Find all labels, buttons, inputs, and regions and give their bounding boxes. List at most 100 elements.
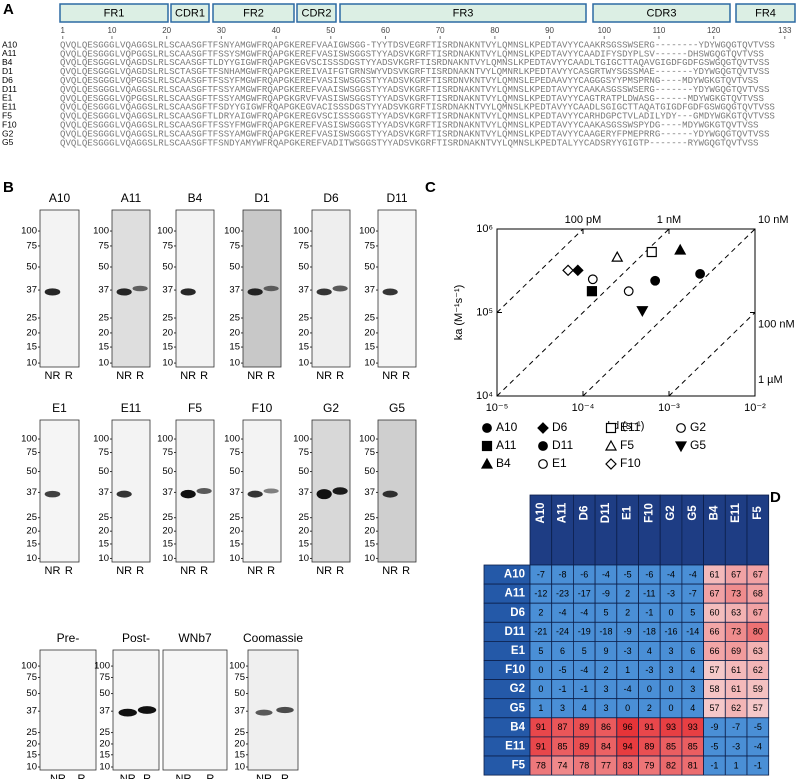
cell-value: 67 [709, 589, 719, 599]
legend-marker [674, 441, 688, 453]
row-label: G2 [510, 683, 525, 695]
cell-value: 86 [601, 722, 611, 732]
lane-label: R [336, 370, 344, 382]
cell-value: -3 [732, 741, 740, 751]
sequence-name: F5 [2, 110, 12, 120]
cell-value: -5 [710, 741, 718, 751]
column-label: F10 [643, 503, 655, 523]
marker-label: 100 [94, 661, 110, 672]
legend-label: E1 [552, 456, 567, 470]
marker-label: 10 [162, 553, 173, 564]
blot-label: Coomassie [243, 631, 303, 645]
lane-label: R [136, 370, 144, 382]
cell-value: 67 [753, 569, 763, 579]
marker-label: 37 [364, 487, 375, 498]
cell-value: 96 [623, 722, 633, 732]
legend-marker [538, 459, 548, 469]
ruler-number: 10 [108, 26, 117, 35]
cell-value: 3 [603, 684, 608, 694]
cell-value: 63 [731, 608, 741, 618]
cell-value: 78 [536, 760, 546, 770]
band [263, 285, 279, 292]
blot [39, 209, 80, 368]
marker-label: 75 [298, 447, 309, 458]
marker-label: 25 [364, 512, 375, 523]
marker-label: 50 [98, 262, 109, 273]
legend-label: F5 [620, 438, 634, 452]
sequence: QVQLQESGGGLVQAGGSLRLSCAASGFTLDRYAIGWFRQA… [60, 111, 775, 122]
band [332, 285, 348, 292]
marker-label: 75 [99, 672, 110, 683]
marker-label: 100 [229, 661, 245, 672]
marker-label: 25 [298, 512, 309, 523]
kd-line-label: 100 pM [565, 214, 602, 226]
ruler-number: 40 [272, 26, 281, 35]
data-point [695, 268, 706, 279]
marker-label: 25 [26, 512, 37, 523]
cell-value: 73 [731, 589, 741, 599]
lane-label: R [136, 565, 144, 577]
marker-label: 50 [234, 688, 245, 699]
cell-value: 6 [560, 646, 565, 656]
marker-label: 75 [26, 240, 37, 251]
marker-label: 25 [26, 313, 37, 324]
data-point [586, 286, 598, 297]
cell-value: -4 [559, 608, 567, 618]
row-label: A10 [504, 569, 525, 581]
column-label: D11 [600, 502, 612, 523]
marker-label: 10 [364, 358, 375, 369]
blot-label: E11 [121, 401, 142, 415]
cell-value: -1 [580, 684, 588, 694]
marker-label: 50 [98, 466, 109, 477]
region-label: CDR3 [647, 7, 677, 19]
cell-value: 89 [579, 741, 589, 751]
marker-label: 50 [364, 262, 375, 273]
marker-label: 100 [359, 434, 375, 445]
cell-value: -9 [602, 589, 610, 599]
lane-label: NR [247, 565, 263, 577]
marker-label: 100 [93, 226, 109, 237]
blot-label: F10 [252, 401, 273, 415]
cell-value: 61 [709, 569, 719, 579]
marker-label: 37 [298, 285, 309, 296]
cell-value: 66 [709, 646, 719, 656]
data-point [623, 286, 634, 297]
marker-label: 37 [162, 487, 173, 498]
cell-value: -9 [624, 627, 632, 637]
cell-value: 59 [753, 684, 763, 694]
cell-value: 3 [669, 646, 674, 656]
sequence-name: D11 [2, 84, 17, 94]
marker-label: 20 [98, 526, 109, 537]
kd-line [668, 312, 756, 397]
lane-label: R [200, 370, 208, 382]
marker-label: 20 [26, 526, 37, 537]
blot-label: G2 [323, 401, 339, 415]
marker-label: 20 [26, 327, 37, 338]
cell-value: 67 [731, 569, 741, 579]
cell-value: 85 [558, 741, 568, 751]
legend-label: G2 [690, 420, 706, 434]
legend-marker [538, 441, 548, 451]
data-point [562, 264, 574, 277]
heatmap-cell [746, 755, 770, 776]
cell-value: 5 [690, 608, 695, 618]
ruler-number: 50 [326, 26, 335, 35]
ruler-number: 110 [653, 26, 666, 35]
cell-value: 5 [603, 608, 608, 618]
lane-label: NR [45, 565, 61, 577]
band [382, 288, 398, 296]
marker-label: 50 [298, 466, 309, 477]
row-label: D6 [510, 607, 525, 619]
blot-label: Post- [122, 631, 150, 645]
sequence: QVQLQESGGGLVQAGGSLRLSCAASGFTFSSYAMGWFRQA… [60, 84, 770, 95]
marker-label: 25 [26, 727, 37, 738]
sequence-name: A10 [2, 39, 17, 49]
cell-value: 85 [666, 741, 676, 751]
lane-label: R [402, 565, 410, 577]
band [137, 706, 157, 714]
ruler-number: 100 [598, 26, 612, 35]
sequence-name: D6 [2, 75, 13, 85]
marker-label: 10 [26, 762, 37, 773]
band [316, 288, 332, 296]
marker-label: 100 [293, 226, 309, 237]
